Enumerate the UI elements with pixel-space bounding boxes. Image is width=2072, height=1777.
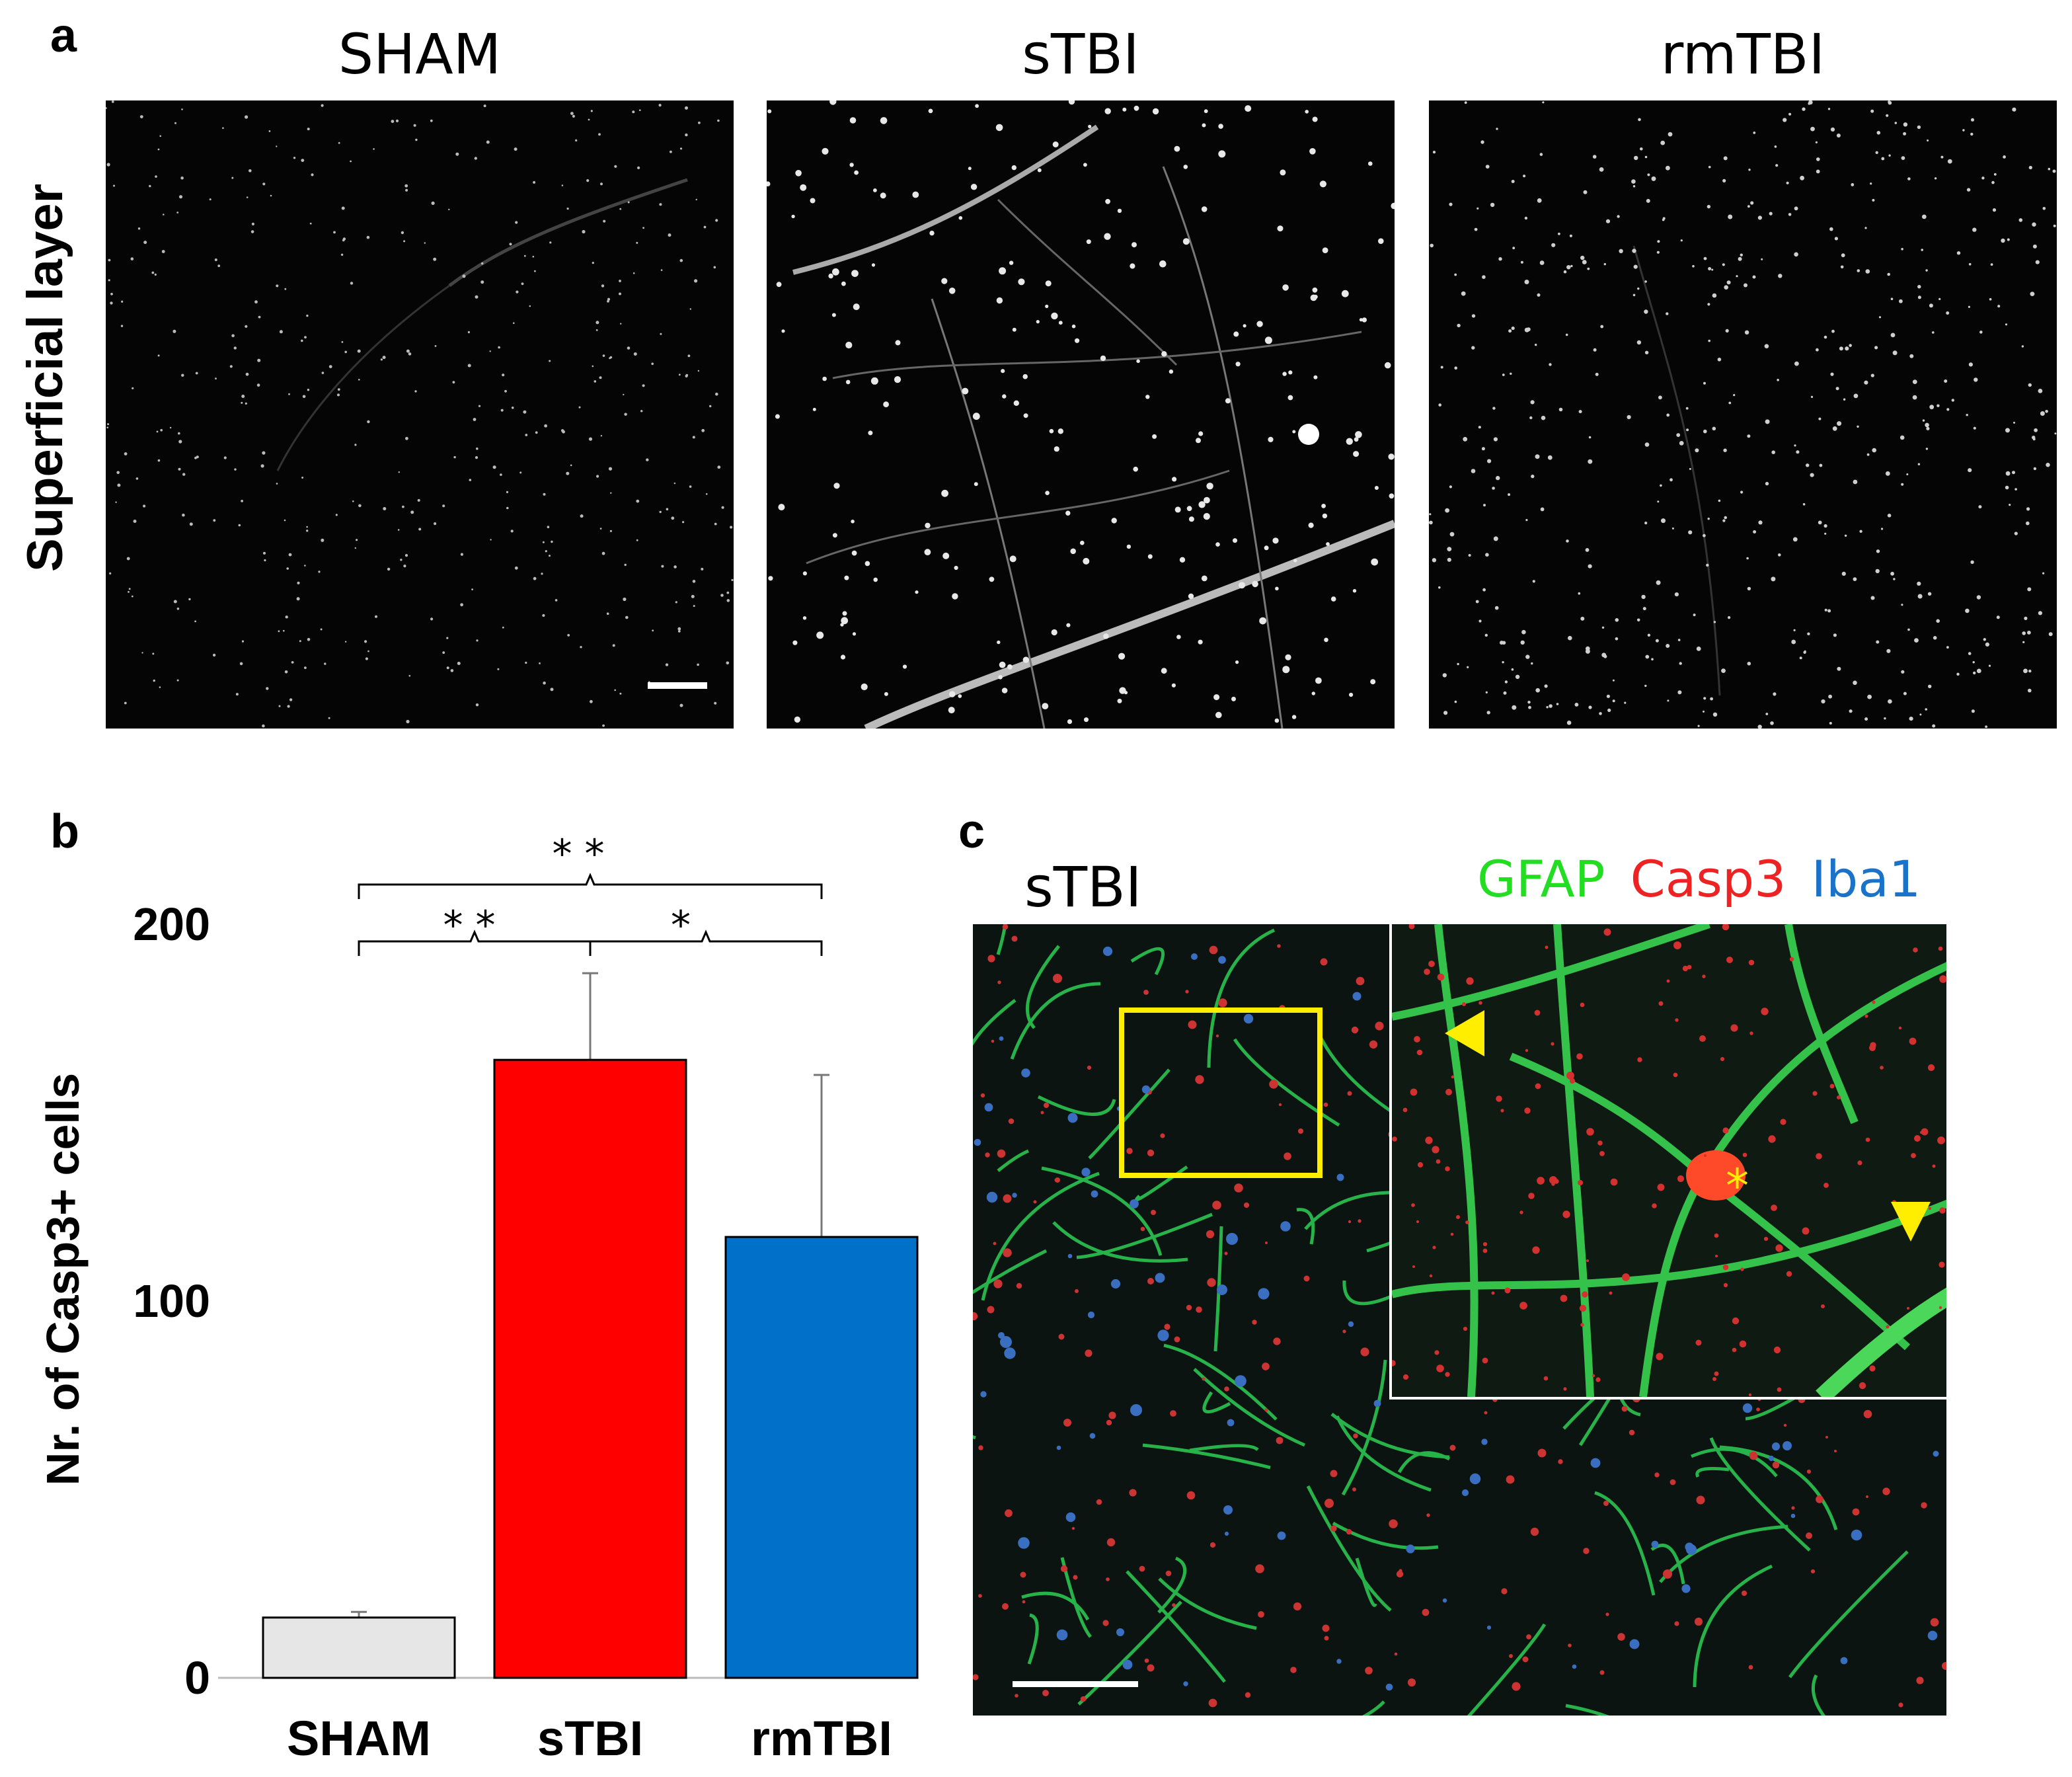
significance-left: * * bbox=[443, 902, 496, 949]
panel-letter-c: c bbox=[958, 805, 985, 858]
micrograph-sham-image bbox=[106, 100, 734, 728]
y-tick-label: 200 bbox=[133, 898, 210, 950]
micrograph-sham bbox=[106, 100, 734, 729]
bar-stbi bbox=[493, 1058, 687, 1679]
scale-bar bbox=[648, 682, 707, 689]
micrograph-stbi-confocal: * bbox=[973, 924, 1946, 1716]
arrowhead-left bbox=[1445, 1010, 1484, 1056]
bracket-stbi-rmtbi bbox=[589, 929, 823, 956]
bar-rmtbi bbox=[724, 1236, 919, 1679]
inset-zoom: * bbox=[1389, 924, 1946, 1400]
panel-letter-b: b bbox=[50, 805, 79, 858]
bar-sham bbox=[262, 1616, 456, 1679]
x-category-label: sTBI bbox=[537, 1711, 643, 1766]
legend-casp3: Casp3 bbox=[1630, 849, 1786, 908]
micrograph-stbi bbox=[767, 100, 1395, 729]
micrograph-stbi-image bbox=[767, 100, 1395, 729]
zoom-region-box bbox=[1119, 1007, 1323, 1178]
micrograph-rmtbi-image bbox=[1429, 100, 2057, 729]
arrowhead-down bbox=[1891, 1202, 1931, 1242]
scale-bar bbox=[1013, 1681, 1138, 1687]
panel-c-title: sTBI bbox=[1024, 855, 1142, 920]
significance-top: * * bbox=[552, 831, 605, 877]
x-category-label: SHAM bbox=[287, 1711, 431, 1766]
title-sham: SHAM bbox=[338, 22, 502, 87]
y-tick-label: 100 bbox=[133, 1275, 210, 1327]
bracket-sham-rmtbi bbox=[358, 873, 823, 899]
legend-iba1: Iba1 bbox=[1811, 849, 1921, 908]
title-rmtbi: rmTBI bbox=[1660, 22, 1825, 87]
title-stbi: sTBI bbox=[1022, 22, 1139, 87]
panel-letter-a: a bbox=[50, 9, 77, 62]
micrograph-rmtbi bbox=[1429, 100, 2057, 729]
legend-gfap: GFAP bbox=[1477, 849, 1605, 908]
asterisk-marker: * bbox=[1726, 1159, 1749, 1213]
x-category-label: rmTBI bbox=[751, 1711, 892, 1766]
significance-right: * bbox=[671, 902, 691, 949]
inset-zoom-image: * bbox=[1392, 924, 1946, 1397]
channel-legend: GFAP Casp3 Iba1 bbox=[1477, 854, 1930, 904]
y-tick-label: 0 bbox=[184, 1652, 210, 1704]
